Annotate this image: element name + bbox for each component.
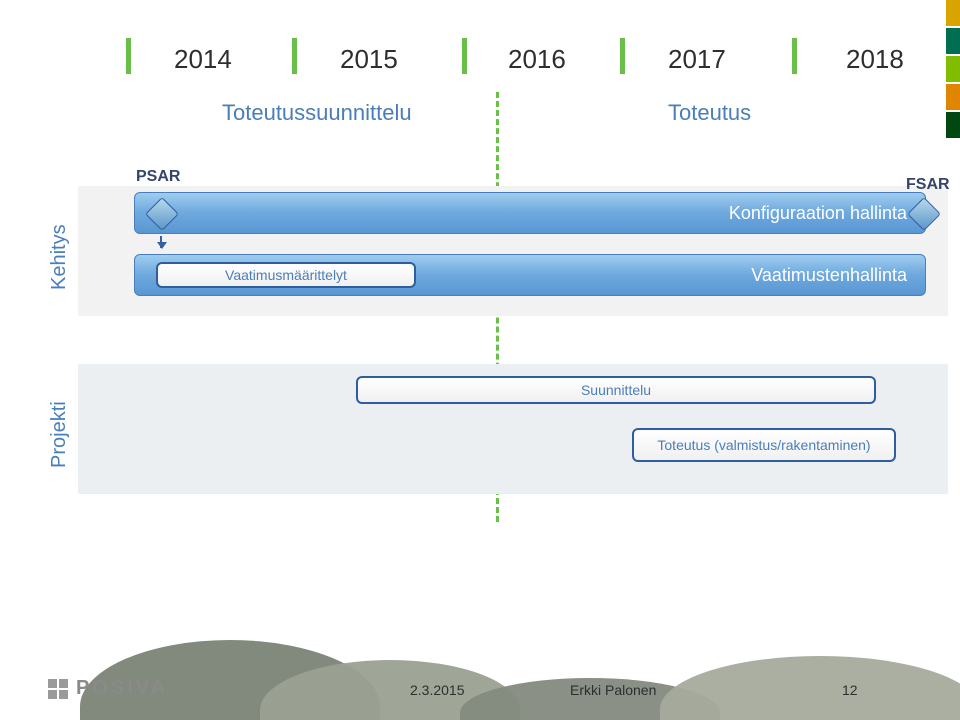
- timeline-tick: [620, 38, 625, 74]
- footer-background: [0, 610, 960, 720]
- year-label: 2014: [174, 44, 232, 75]
- year-label: 2018: [846, 44, 904, 75]
- rock-shape: [660, 656, 960, 720]
- timeline-tick: [462, 38, 467, 74]
- slide-root: 2014 2015 2016 2017 2018 Toteutussuunnittelu…: [0, 0, 960, 720]
- footer-author: Erkki Palonen: [570, 682, 656, 698]
- timeline-tick: [292, 38, 297, 74]
- edge-block: [946, 84, 960, 110]
- arrow-down-icon: [160, 236, 162, 248]
- logo-mark-icon: [48, 679, 68, 699]
- bar-suun-label: Suunnittelu: [581, 382, 651, 398]
- bar-implementation: Toteutus (valmistus/rakentaminen): [632, 428, 896, 462]
- bar-tot-label: Toteutus (valmistus/rakentaminen): [657, 437, 870, 453]
- logo-text: POSIVA: [76, 677, 168, 700]
- bar-configuration-management: Konfiguraation hallinta: [134, 192, 926, 234]
- psar-label: PSAR: [136, 168, 180, 186]
- footer-page-number: 12: [842, 682, 858, 698]
- year-label: 2015: [340, 44, 398, 75]
- lane-label-kehitys: Kehitys: [48, 224, 71, 290]
- timeline-tick: [792, 38, 797, 74]
- edge-block: [946, 112, 960, 138]
- timeline: 2014 2015 2016 2017 2018: [0, 26, 960, 86]
- footer-date: 2.3.2015: [410, 682, 465, 698]
- bar-vaatm-label: Vaatimusmäärittelyt: [225, 267, 347, 283]
- phase-label: Toteutus: [668, 100, 751, 126]
- year-label: 2017: [668, 44, 726, 75]
- bar-requirements-definition: Vaatimusmäärittelyt: [156, 262, 416, 288]
- bar-config-label: Konfiguraation hallinta: [729, 203, 907, 224]
- bar-reqs-label: Vaatimustenhallinta: [751, 265, 907, 286]
- edge-block: [946, 0, 960, 26]
- posiva-logo: POSIVA: [48, 677, 168, 700]
- lane-label-projekti: Projekti: [48, 401, 71, 468]
- bar-design: Suunnittelu: [356, 376, 876, 404]
- year-label: 2016: [508, 44, 566, 75]
- timeline-tick: [126, 38, 131, 74]
- phase-label: Toteutussuunnittelu: [222, 100, 412, 126]
